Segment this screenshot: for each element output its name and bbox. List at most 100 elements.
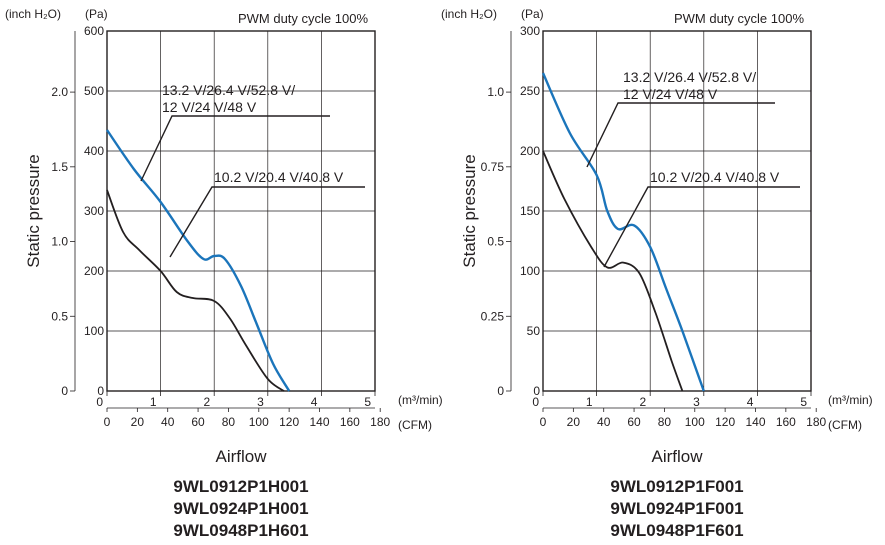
tick-label-pa-600: 600	[84, 24, 104, 38]
tick-label-m3-2: 2	[640, 395, 647, 409]
tick-label-inch-1.0: 1.0	[51, 235, 68, 249]
series-line-10v	[542, 150, 684, 392]
tick-label-m3-3: 3	[257, 395, 264, 409]
tick-label-m3-0: 0	[532, 395, 539, 409]
tick-label-inch-0: 0	[61, 384, 68, 398]
chart-title: PWM duty cycle 100%	[238, 11, 368, 26]
annotation-10v: 10.2 V/20.4 V/40.8 V	[169, 169, 365, 258]
cfm-tick-labels: 0 20 40 60 80 100 120 140 160 180	[104, 408, 391, 429]
tick-label-cfm-120: 120	[715, 415, 735, 429]
series-lines	[106, 129, 291, 392]
tick-label-inch-0: 0	[497, 384, 504, 398]
tick-label-inch-0.5: 0.5	[487, 235, 504, 249]
y-axis-title: Static pressure	[460, 154, 479, 267]
tick-label-cfm-120: 120	[279, 415, 299, 429]
model-number-2: 9WL0924P1F001	[610, 499, 743, 518]
series-label-10v: 10.2 V/20.4 V/40.8 V	[214, 169, 344, 185]
tick-label-m3-1: 1	[150, 395, 157, 409]
tick-label-inch-0.75: 0.75	[481, 160, 505, 174]
tick-label-inch-1.5: 1.5	[51, 160, 68, 174]
series-line-13v	[106, 129, 291, 392]
tick-label-pa-400: 400	[84, 144, 104, 158]
tick-label-m3-5: 5	[364, 395, 371, 409]
x-axis-title: Airflow	[651, 447, 703, 466]
series-label-13v-line2: 12 V/24 V/48 V	[162, 99, 257, 115]
tick-label-cfm-160: 160	[776, 415, 796, 429]
series-lines	[541, 72, 705, 392]
leader-line-10v	[169, 186, 365, 258]
annotation-13v: 13.2 V/26.4 V/52.8 V/ 12 V/24 V/48 V	[586, 69, 775, 168]
tick-label-cfm-60: 60	[191, 415, 205, 429]
cfm-unit-label: (CFM)	[398, 418, 432, 432]
tick-label-cfm-20: 20	[567, 415, 581, 429]
tick-label-inch-1.0: 1.0	[487, 85, 504, 99]
model-number-1: 9WL0912P1F001	[610, 477, 743, 496]
cfm-unit-label: (CFM)	[828, 418, 862, 432]
tick-label-m3-5: 5	[800, 395, 807, 409]
tick-label-cfm-40: 40	[161, 415, 175, 429]
inch-unit-label: (inch H₂O)	[5, 7, 61, 21]
m3min-unit-label: (m³/min)	[398, 393, 443, 407]
tick-label-pa-50: 50	[527, 324, 541, 338]
pa-tick-labels: 0 100 200 300 400 500 600	[84, 24, 104, 398]
model-number-2: 9WL0924P1H001	[173, 499, 308, 518]
inch-unit-label: (inch H₂O)	[441, 7, 497, 21]
series-label-10v: 10.2 V/20.4 V/40.8 V	[650, 169, 780, 185]
pa-unit-label: (Pa)	[85, 7, 108, 21]
x-axis-title: Airflow	[215, 447, 267, 466]
tick-label-cfm-100: 100	[685, 415, 705, 429]
tick-label-pa-200: 200	[520, 144, 540, 158]
tick-label-cfm-140: 140	[745, 415, 765, 429]
tick-label-inch-0.5: 0.5	[51, 309, 68, 323]
inch-tick-labels: 0 0.25 0.5 0.75 1.0	[481, 85, 511, 398]
tick-label-m3-4: 4	[747, 395, 754, 409]
model-number-1: 9WL0912P1H001	[173, 477, 308, 496]
tick-label-m3-3: 3	[693, 395, 700, 409]
tick-label-pa-0: 0	[533, 384, 540, 398]
leader-line-13v	[140, 115, 330, 182]
tick-label-cfm-160: 160	[340, 415, 360, 429]
model-number-3: 9WL0948P1F601	[610, 521, 743, 540]
model-number-3: 9WL0948P1H601	[173, 521, 308, 540]
tick-label-pa-100: 100	[84, 324, 104, 338]
annotation-13v: 13.2 V/26.4 V/52.8 V/ 12 V/24 V/48 V	[140, 82, 330, 182]
tick-label-pa-0: 0	[97, 384, 104, 398]
tick-label-inch-2.0: 2.0	[51, 85, 68, 99]
tick-label-cfm-0: 0	[540, 415, 547, 429]
series-line-10v	[106, 189, 285, 392]
tick-label-pa-100: 100	[520, 264, 540, 278]
tick-label-pa-300: 300	[520, 24, 540, 38]
tick-label-m3-2: 2	[204, 395, 211, 409]
m3min-tick-labels: 0 1 2 3 4 5	[96, 391, 376, 409]
tick-label-m3-0: 0	[96, 395, 103, 409]
tick-label-cfm-80: 80	[222, 415, 236, 429]
tick-label-cfm-80: 80	[658, 415, 672, 429]
pa-tick-labels: 0 50 100 150 200 250 300	[520, 24, 540, 398]
tick-label-pa-250: 250	[520, 84, 540, 98]
series-label-13v-line2: 12 V/24 V/48 V	[623, 86, 718, 102]
inch-tick-labels: 0 0.5 1.0 1.5 2.0	[51, 85, 75, 398]
m3min-unit-label: (m³/min)	[828, 393, 873, 407]
series-line-13v	[541, 72, 705, 392]
tick-label-pa-150: 150	[520, 204, 540, 218]
leader-line-10v	[603, 186, 800, 268]
m3min-tick-labels: 0 1 2 3 4 5	[532, 391, 812, 409]
tick-label-m3-4: 4	[311, 395, 318, 409]
tick-label-cfm-60: 60	[627, 415, 641, 429]
tick-label-cfm-180: 180	[806, 415, 826, 429]
tick-label-inch-0.25: 0.25	[481, 309, 505, 323]
tick-label-pa-500: 500	[84, 84, 104, 98]
tick-label-cfm-100: 100	[249, 415, 269, 429]
tick-label-cfm-140: 140	[309, 415, 329, 429]
chart-title: PWM duty cycle 100%	[674, 11, 804, 26]
leader-line-13v	[586, 102, 775, 168]
annotation-10v: 10.2 V/20.4 V/40.8 V	[603, 169, 800, 268]
tick-label-pa-200: 200	[84, 264, 104, 278]
series-label-13v-line1: 13.2 V/26.4 V/52.8 V/	[162, 82, 295, 98]
tick-label-cfm-20: 20	[131, 415, 145, 429]
horizontal-gridlines	[107, 90, 375, 332]
series-label-13v-line1: 13.2 V/26.4 V/52.8 V/	[623, 69, 756, 85]
tick-label-cfm-0: 0	[104, 415, 111, 429]
